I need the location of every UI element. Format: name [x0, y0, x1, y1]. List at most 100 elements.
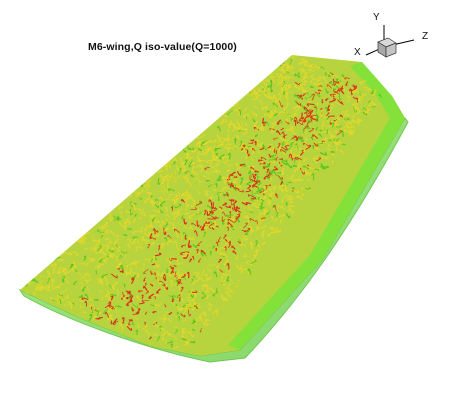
q-isosurface-strand — [279, 158, 283, 160]
q-isosurface-strand — [307, 105, 311, 110]
q-isosurface-strand — [268, 153, 272, 158]
q-isosurface-strand — [150, 222, 154, 228]
q-isosurface-strand — [172, 268, 175, 274]
q-isosurface-strand — [280, 181, 283, 185]
q-isosurface-strand — [214, 139, 217, 143]
q-isosurface-strand — [200, 141, 205, 146]
q-isosurface-strand — [25, 291, 30, 294]
q-isosurface-strand — [109, 300, 112, 306]
q-isosurface-strand — [299, 69, 306, 72]
q-isosurface-strand — [149, 231, 154, 235]
q-isosurface-strand — [176, 244, 180, 250]
q-isosurface-strand — [56, 297, 60, 305]
q-isosurface-strand — [202, 284, 209, 288]
q-isosurface-strand — [254, 170, 260, 173]
q-isosurface-strand — [122, 291, 126, 298]
q-isosurface-strand — [279, 219, 282, 224]
q-isosurface-strand — [247, 170, 252, 175]
q-isosurface-strand — [252, 254, 257, 262]
q-isosurface-strand — [227, 164, 233, 167]
q-isosurface-strand — [338, 93, 342, 101]
q-isosurface-strand — [284, 145, 290, 148]
q-isosurface-strand — [47, 284, 51, 292]
q-isosurface-strand — [52, 267, 56, 274]
q-isosurface-strand — [168, 194, 176, 197]
q-isosurface-strand — [173, 326, 178, 328]
q-isosurface-strand — [274, 97, 278, 104]
q-isosurface-strand — [289, 211, 295, 214]
q-isosurface-strand — [317, 89, 322, 92]
q-isosurface-strand — [324, 106, 328, 113]
q-isosurface-strand — [302, 58, 307, 61]
q-isosurface-strand — [157, 169, 164, 173]
q-isosurface-strand — [183, 195, 187, 199]
q-isosurface-strand — [157, 178, 161, 186]
q-isosurface-strand — [85, 278, 89, 284]
q-isosurface-strand — [191, 222, 197, 227]
q-isosurface-strand — [348, 129, 352, 137]
q-isosurface-strand — [76, 252, 79, 256]
q-isosurface-strand — [183, 327, 187, 332]
q-isosurface-strand — [181, 330, 187, 334]
q-isosurface-strand — [258, 217, 262, 224]
q-isosurface-strand — [223, 193, 228, 196]
q-isosurface-strand — [231, 279, 234, 285]
q-isosurface-strand — [261, 144, 265, 150]
q-isosurface-strand — [295, 143, 299, 150]
q-isosurface-strand — [141, 189, 145, 192]
q-isosurface-strand — [204, 290, 210, 293]
q-isosurface-strand — [267, 201, 270, 206]
q-isosurface-strand — [164, 303, 167, 308]
q-isosurface-strand — [297, 193, 305, 198]
q-isosurface-strand — [222, 218, 226, 225]
q-isosurface-strand — [352, 106, 357, 113]
q-isosurface-strand — [95, 243, 98, 251]
q-isosurface-strand — [227, 152, 231, 160]
q-isosurface-strand — [218, 258, 222, 263]
q-isosurface-strand — [243, 180, 249, 183]
q-isosurface-strand — [268, 178, 273, 182]
q-isosurface-strand — [108, 304, 115, 309]
q-isosurface-strand — [307, 100, 312, 104]
q-isosurface-strand — [199, 316, 203, 322]
q-isosurface-strand — [186, 271, 190, 279]
q-isosurface-strand — [180, 286, 184, 292]
q-isosurface-strand — [351, 103, 355, 110]
q-isosurface-strand — [172, 210, 180, 215]
q-isosurface-strand — [224, 273, 228, 280]
q-isosurface-strand — [113, 240, 118, 245]
q-isosurface-strand — [277, 143, 281, 149]
q-isosurface-strand — [287, 197, 294, 200]
q-isosurface-strand — [231, 136, 234, 142]
q-isosurface-strand — [279, 178, 285, 185]
q-isosurface-strand — [181, 254, 187, 258]
q-isosurface-strand — [270, 160, 276, 164]
q-isosurface-strand — [254, 140, 257, 146]
q-isosurface-strand — [305, 96, 307, 101]
q-isosurface-strand — [250, 259, 257, 264]
q-isosurface-strand — [165, 174, 170, 182]
q-isosurface-strand — [208, 210, 212, 216]
q-isosurface-strand — [293, 168, 300, 173]
q-isosurface-strand — [269, 75, 276, 79]
q-isosurface-strand — [275, 229, 282, 232]
q-isosurface-strand — [239, 140, 243, 148]
q-isosurface-strand — [116, 255, 123, 259]
q-isosurface-strand — [281, 160, 288, 166]
q-isosurface-strand — [247, 194, 255, 198]
q-isosurface-strand — [239, 243, 246, 247]
q-isosurface-strand — [218, 154, 225, 160]
q-isosurface-strand — [175, 213, 181, 218]
q-isosurface-strand — [335, 85, 339, 89]
q-isosurface-strand — [175, 279, 178, 286]
q-isosurface-strand — [186, 303, 192, 307]
q-isosurface-strand — [263, 93, 270, 99]
q-isosurface-strand — [281, 197, 285, 204]
q-isosurface-strand — [151, 217, 156, 222]
q-isosurface-strand — [310, 115, 317, 118]
q-isosurface-strand — [326, 84, 333, 90]
q-isosurface-strand — [182, 175, 187, 181]
q-isosurface-strand — [256, 244, 261, 248]
q-isosurface-strand — [251, 148, 256, 152]
q-isosurface-strand — [186, 177, 190, 181]
